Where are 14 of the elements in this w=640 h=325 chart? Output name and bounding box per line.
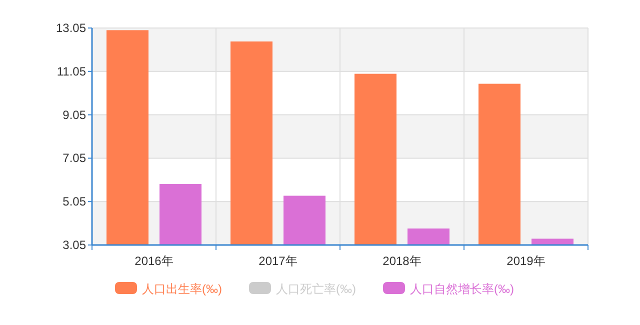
x-tick-label: 2018年 xyxy=(382,254,422,268)
x-tick-label: 2016年 xyxy=(134,254,174,268)
legend-label: 人口出生率(‰) xyxy=(142,282,222,296)
y-tick-label: 11.05 xyxy=(56,64,86,78)
legend-人口自然增长率(‰): 人口自然增长率(‰) xyxy=(383,282,514,296)
legend-人口出生率(‰): 人口出生率(‰) xyxy=(115,282,222,296)
y-tick-label: 9.05 xyxy=(62,108,86,122)
y-tick-label: 13.05 xyxy=(56,21,86,35)
x-tick-label: 2019年 xyxy=(506,254,546,268)
legend-label: 人口自然增长率(‰) xyxy=(410,282,514,296)
y-tick-label: 3.05 xyxy=(62,238,86,252)
x-tick-label: 2017年 xyxy=(258,254,298,268)
y-tick-label: 5.05 xyxy=(62,194,86,209)
y-tick-label: 7.05 xyxy=(62,151,86,166)
